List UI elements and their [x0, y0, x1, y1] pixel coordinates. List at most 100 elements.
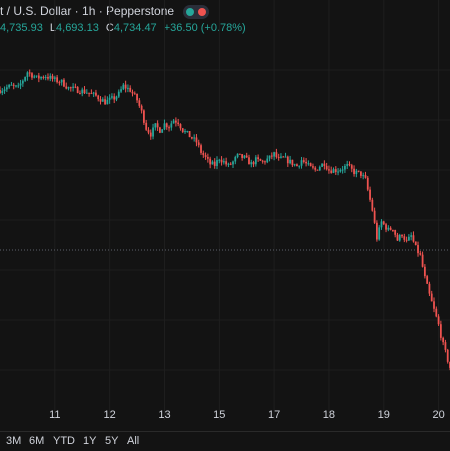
candle-body-57 — [129, 87, 132, 92]
candle-body-129 — [293, 164, 296, 166]
candle-body-167 — [380, 221, 383, 228]
candle-body-52 — [117, 91, 120, 97]
candle-body-76 — [172, 120, 175, 124]
candle-body-142 — [323, 163, 326, 166]
candle-body-6 — [12, 84, 15, 86]
candle-body-97 — [220, 159, 223, 163]
candle-body-37 — [83, 89, 86, 94]
candle-body-100 — [227, 163, 230, 165]
candle-body-175 — [398, 234, 401, 241]
candle-body-79 — [179, 124, 182, 129]
candle-body-7 — [15, 85, 17, 87]
candle-body-65 — [147, 129, 150, 133]
candle-body-114 — [259, 159, 262, 161]
candle-body-32 — [72, 86, 74, 88]
candle-body-131 — [298, 165, 301, 167]
candle-body-170 — [387, 227, 390, 230]
range-ytd-button[interactable]: YTD — [53, 435, 75, 447]
candle-body-38 — [85, 92, 88, 94]
candle-body-11 — [24, 77, 27, 81]
candle-body-2 — [3, 89, 6, 91]
candle-body-122 — [277, 156, 280, 158]
market-status-toggle[interactable] — [183, 4, 210, 19]
candle-body-116 — [264, 161, 266, 163]
range-all-button[interactable]: All — [127, 435, 140, 447]
price-chart[interactable]: 11 12 13 15 17 18 19 20 — [0, 0, 450, 430]
candle-body-163 — [371, 199, 374, 211]
candle-body-193 — [439, 324, 442, 338]
candles-layer — [0, 69, 450, 371]
candle-body-54 — [122, 84, 125, 90]
candle-body-117 — [266, 158, 269, 163]
candle-body-1 — [1, 90, 4, 93]
candle-body-49 — [111, 96, 113, 98]
candle-body-184 — [419, 253, 422, 255]
candle-body-187 — [426, 276, 429, 284]
candle-body-63 — [143, 110, 145, 123]
candle-body-183 — [417, 245, 419, 254]
candle-body-139 — [316, 169, 319, 171]
x-tick-label-13: 13 — [158, 409, 170, 421]
candle-body-71 — [161, 129, 164, 133]
candle-body-185 — [421, 254, 424, 267]
candle-body-123 — [280, 156, 282, 158]
candle-body-181 — [412, 235, 415, 242]
candle-body-60 — [136, 93, 138, 101]
candle-body-5 — [10, 84, 13, 86]
candle-body-69 — [156, 123, 159, 128]
candle-body-18 — [40, 76, 43, 79]
candle-body-169 — [385, 224, 387, 230]
candle-body-157 — [357, 170, 360, 172]
range-3m-button[interactable]: 3M — [6, 435, 22, 447]
candle-body-177 — [403, 236, 406, 240]
candle-body-62 — [140, 105, 143, 111]
candle-body-29 — [65, 86, 68, 89]
candle-body-67 — [152, 127, 154, 137]
candle-body-95 — [216, 160, 218, 166]
candle-body-165 — [376, 222, 378, 240]
candle-body-96 — [218, 159, 221, 161]
candle-body-148 — [337, 171, 339, 173]
symbol-title[interactable]: t / U.S. Dollar · 1h · Pepperstone — [0, 4, 175, 18]
candle-body-16 — [35, 75, 38, 77]
range-5y-button[interactable]: 5Y — [105, 435, 119, 447]
candle-body-143 — [325, 165, 328, 170]
candle-body-53 — [120, 89, 122, 92]
close-value: 4,734.47 — [113, 22, 157, 34]
candle-body-81 — [184, 131, 186, 133]
candle-body-103 — [234, 157, 237, 162]
candle-body-28 — [63, 79, 65, 87]
range-1y-button[interactable]: 1Y — [83, 435, 97, 447]
market-open-dot — [186, 7, 195, 16]
candle-body-50 — [113, 96, 116, 100]
candle-body-191 — [435, 308, 438, 317]
candle-body-145 — [330, 170, 333, 173]
candle-body-90 — [204, 155, 207, 158]
candle-body-156 — [355, 170, 358, 175]
candle-body-196 — [446, 349, 449, 362]
candle-body-179 — [407, 236, 410, 241]
candle-body-182 — [414, 241, 417, 246]
candle-body-176 — [401, 234, 403, 237]
candle-body-135 — [307, 163, 310, 165]
candle-body-171 — [389, 227, 392, 230]
candle-body-24 — [53, 77, 56, 79]
candle-body-72 — [163, 123, 166, 130]
range-6m-button[interactable]: 6M — [29, 435, 45, 447]
candle-body-102 — [232, 161, 234, 165]
candle-body-101 — [229, 163, 232, 165]
x-tick-label-12: 12 — [104, 409, 116, 421]
candle-body-111 — [252, 162, 255, 165]
candle-body-153 — [348, 164, 351, 166]
candle-body-87 — [197, 142, 200, 146]
candle-body-61 — [138, 100, 141, 106]
candle-body-127 — [289, 159, 292, 164]
candle-body-21 — [47, 77, 49, 79]
x-tick-label-20: 20 — [432, 409, 444, 421]
change-value: +36.50 (+0.78%) — [163, 22, 246, 34]
candle-body-4 — [8, 84, 11, 88]
range-selector-bar: 3M 6M YTD 1Y 5Y All — [0, 431, 450, 451]
candle-body-150 — [341, 169, 344, 171]
x-tick-label-15: 15 — [213, 409, 225, 421]
candle-body-75 — [170, 123, 173, 128]
